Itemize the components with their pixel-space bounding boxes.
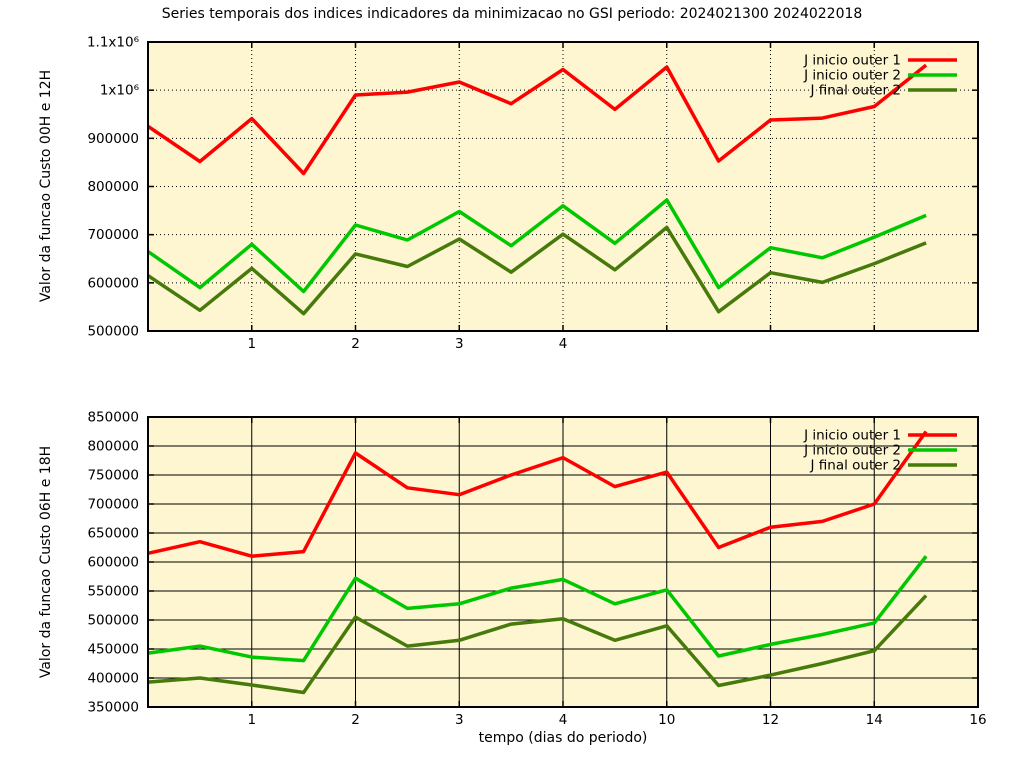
x-tick-label: 4 xyxy=(559,712,568,728)
chart-panel-1: J inicio outer 1J inicio outer 2J final … xyxy=(87,35,979,352)
y-tick-label: 800000 xyxy=(87,179,139,195)
y-tick-label: 800000 xyxy=(87,439,139,455)
x-tick-label: 2 xyxy=(351,336,360,352)
x-tick-label: 16 xyxy=(969,712,986,728)
y-tick-label: 600000 xyxy=(87,555,139,571)
y-tick-label: 850000 xyxy=(87,410,139,426)
series-line-j-inicio-outer-2 xyxy=(147,198,927,294)
x-tick-label: 12 xyxy=(762,712,779,728)
y-tick-label: 400000 xyxy=(87,671,139,687)
series-line-j-inicio-outer-2 xyxy=(147,555,928,663)
series-line-j-inicio-outer-1 xyxy=(147,63,928,176)
y-tick-label: 700000 xyxy=(87,227,139,243)
y-tick-label: 1.1x10⁶ xyxy=(87,35,139,51)
legend-label-j-inicio-outer-2: J inicio outer 2 xyxy=(803,443,901,459)
chart-panel-2: J inicio outer 1J inicio outer 2J final … xyxy=(87,410,986,729)
x-tick-label: 1 xyxy=(247,712,256,728)
y-tick-label: 500000 xyxy=(87,324,139,340)
y-axis-label-bottom: Valor da funcao Custo 06H e 18H xyxy=(38,445,54,679)
x-tick-label: 10 xyxy=(658,712,675,728)
y-tick-label: 600000 xyxy=(87,275,139,291)
series-line-j-inicio-outer-1 xyxy=(147,430,928,558)
y-tick-label: 1x10⁶ xyxy=(100,83,139,99)
x-tick-label: 3 xyxy=(455,712,464,728)
x-tick-label: 1 xyxy=(247,336,256,352)
y-tick-label: 550000 xyxy=(87,584,139,600)
y-axis-label-top: Valor da funcao Custo 00H e 12H xyxy=(38,69,54,303)
x-tick-label: 14 xyxy=(866,712,883,728)
y-tick-label: 700000 xyxy=(87,497,139,513)
x-tick-label: 4 xyxy=(559,336,568,352)
y-tick-label: 650000 xyxy=(87,526,139,542)
y-tick-label: 750000 xyxy=(87,468,139,484)
y-tick-label: 350000 xyxy=(87,700,139,716)
legend-label-j-final-outer-2: J final outer 2 xyxy=(810,458,902,474)
legend-label-j-inicio-outer-2: J inicio outer 2 xyxy=(803,68,901,84)
y-tick-label: 900000 xyxy=(87,131,139,147)
y-tick-label: 500000 xyxy=(87,613,139,629)
x-tick-label: 3 xyxy=(455,336,464,352)
legend-label-j-final-outer-2: J final outer 2 xyxy=(810,83,902,99)
legend-label-j-inicio-outer-1: J inicio outer 1 xyxy=(803,53,901,69)
y-tick-label: 450000 xyxy=(87,642,139,658)
series-line-j-final-outer-2 xyxy=(147,594,928,695)
plot-border xyxy=(147,41,979,332)
plot-border xyxy=(147,416,979,708)
series-line-j-final-outer-2 xyxy=(147,225,927,316)
x-tick-label: 2 xyxy=(351,712,360,728)
x-axis-label: tempo (dias do periodo) xyxy=(478,730,648,746)
figure-title: Series temporais dos indices indicadores… xyxy=(161,6,863,22)
legend-label-j-inicio-outer-1: J inicio outer 1 xyxy=(803,428,901,444)
